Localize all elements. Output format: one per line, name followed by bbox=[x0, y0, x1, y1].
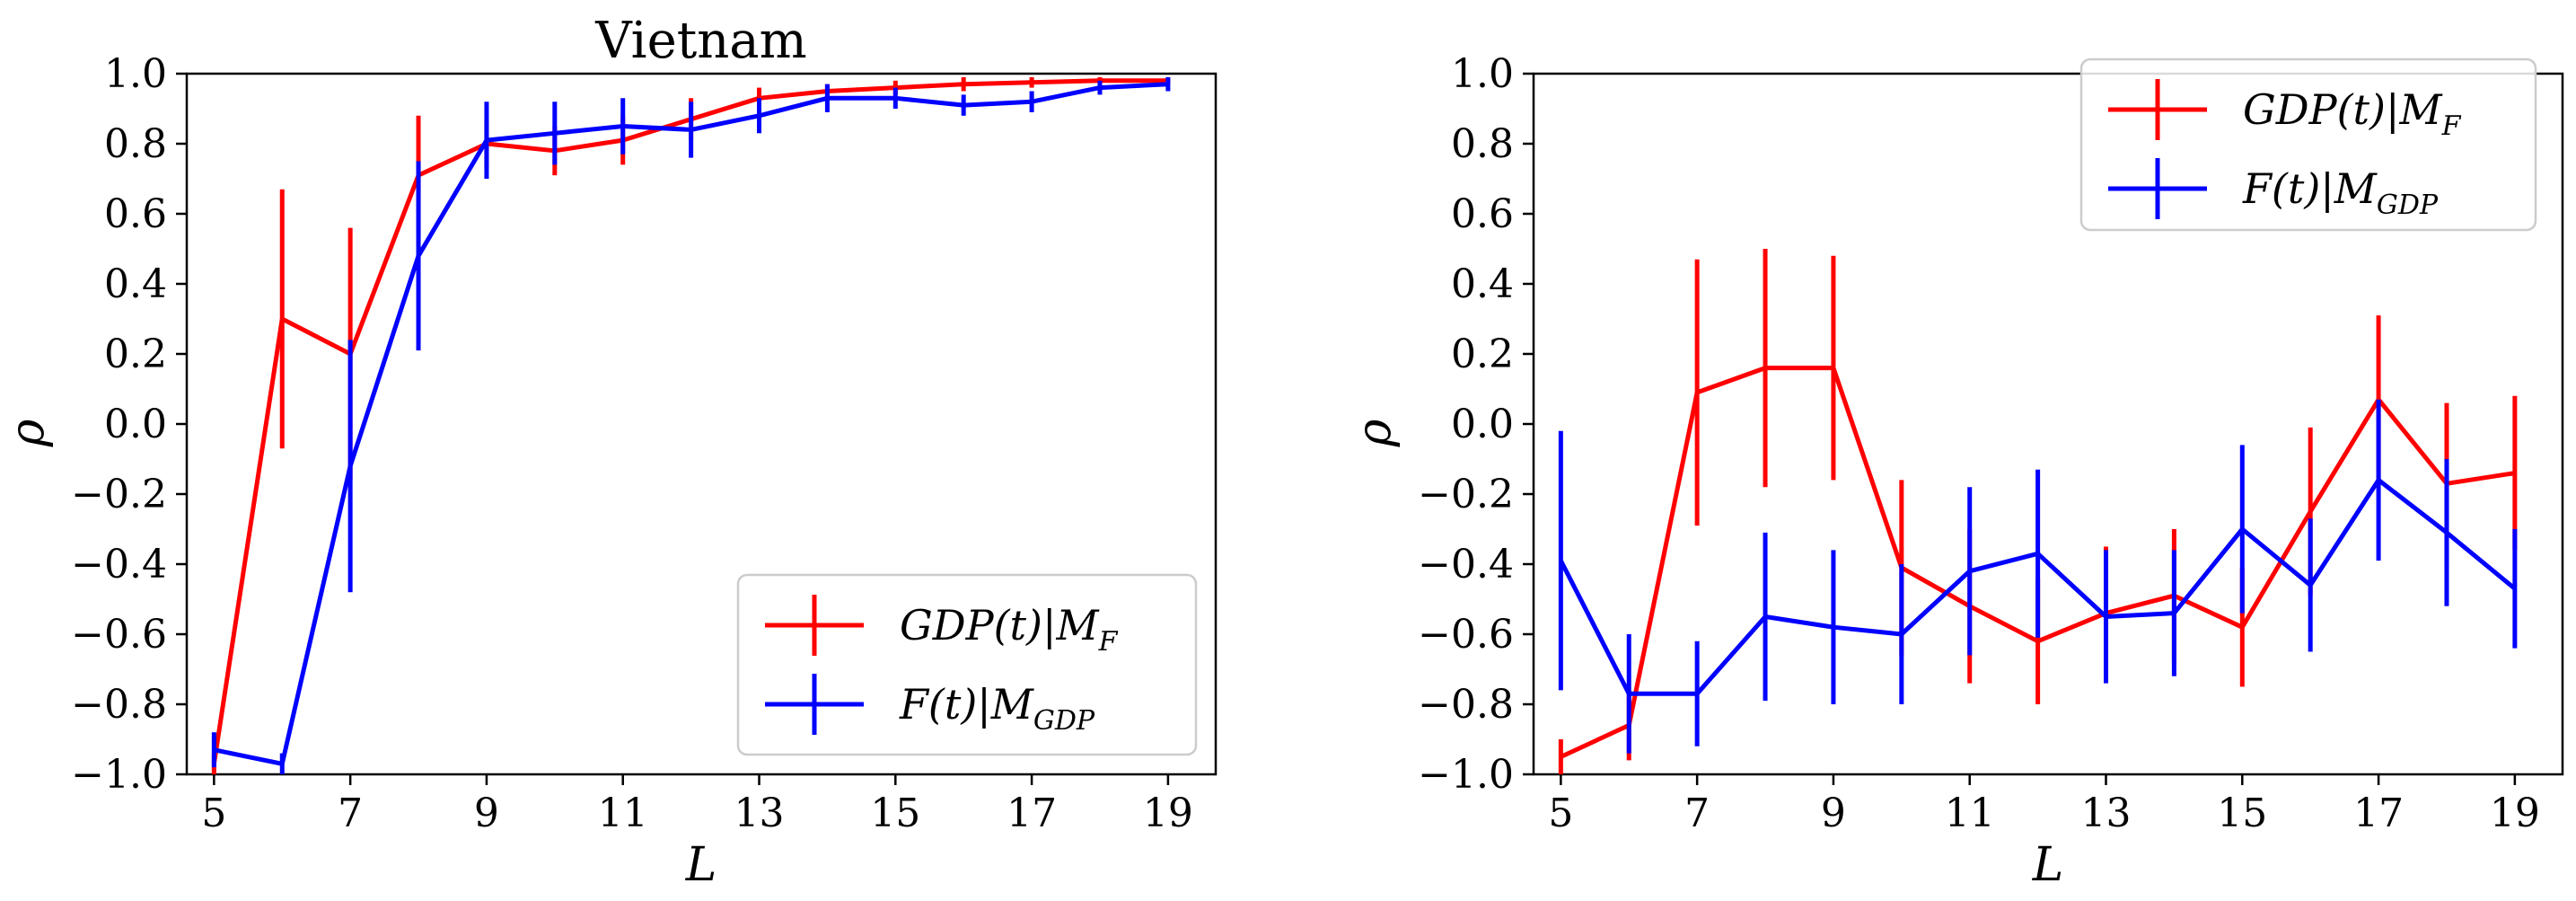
x-tick-label: 19 bbox=[2490, 791, 2540, 836]
x-tick-label: 17 bbox=[1007, 791, 1057, 836]
y-tick-label: −0.6 bbox=[1418, 612, 1514, 658]
legend: GDP(t)|MFF(t)|MGDP bbox=[2079, 57, 2537, 232]
chart-panel-2: 5 7 9 11 13 15 17 19 −1.0 −0.8 −0.6 −0.4 −0.2 0.0 0.2 0… bbox=[1348, 51, 2564, 892]
y-tick-label: 0.2 bbox=[104, 331, 167, 377]
y-tick-label: 1.0 bbox=[104, 51, 167, 97]
legend-entry-main: GDP(t)|M bbox=[900, 601, 1100, 649]
legend-entry-main: GDP(t)|M bbox=[2243, 85, 2443, 134]
legend-entry-label: F(t)|MGDP bbox=[899, 680, 1095, 737]
legend-entry-subscript: GDP bbox=[1033, 705, 1095, 737]
legend-entry-subscript: F bbox=[2441, 110, 2462, 142]
y-tick-label: −0.6 bbox=[71, 612, 167, 658]
legend-entry-label: GDP(t)|MF bbox=[2243, 85, 2462, 142]
x-tick-label: 11 bbox=[1945, 791, 1995, 836]
y-tick-label: −0.2 bbox=[71, 472, 167, 517]
series-gdp bbox=[1558, 399, 2518, 754]
chart-panel-1: 5 7 9 11 13 15 17 19 −1.0 −0.8 −0.6 −0.4 −0.2 0.0 0.2 0… bbox=[1, 12, 1218, 892]
x-axis-label: L bbox=[685, 838, 717, 892]
y-tick-label: −0.8 bbox=[71, 682, 167, 728]
x-tick-label: 11 bbox=[598, 791, 648, 836]
x-tick-label: 19 bbox=[1143, 791, 1193, 836]
y-tick-label: 0.6 bbox=[104, 191, 167, 237]
legend-entry-subscript: GDP bbox=[2377, 190, 2439, 221]
y-tick-label: −1.0 bbox=[1418, 752, 1514, 798]
y-axis-label: ρ bbox=[1, 419, 55, 447]
y-tick-label: 0.0 bbox=[1451, 402, 1514, 447]
x-tick-label: 9 bbox=[474, 791, 499, 836]
x-tick-label: 7 bbox=[1684, 791, 1710, 836]
y-tick-label: −0.2 bbox=[1418, 472, 1514, 517]
x-axis-label: L bbox=[2032, 838, 2064, 892]
legend-entry-main: F(t)|M bbox=[2242, 164, 2378, 213]
y-axis-label: ρ bbox=[1348, 419, 1402, 447]
y-tick-label: 0.6 bbox=[1451, 191, 1514, 237]
y-tick-label: −0.8 bbox=[1418, 682, 1514, 728]
legend-entry-subscript: F bbox=[1098, 626, 1119, 658]
y-tick-label: 0.8 bbox=[104, 121, 167, 167]
y-tick-label: 0.0 bbox=[104, 402, 167, 447]
y-tick-label: −1.0 bbox=[71, 752, 167, 798]
y-tick-label: 0.2 bbox=[1451, 331, 1514, 377]
y-tick-label: 0.8 bbox=[1451, 121, 1514, 167]
x-tick-label: 15 bbox=[2217, 791, 2267, 836]
legend-entry-label: F(t)|MGDP bbox=[2242, 164, 2439, 221]
x-tick-label: 5 bbox=[201, 791, 226, 836]
chart-title: Vietnam bbox=[594, 12, 807, 70]
x-tick-label: 15 bbox=[870, 791, 920, 836]
x-tick-label: 17 bbox=[2353, 791, 2404, 836]
series-gdp bbox=[211, 76, 1171, 774]
y-tick-label: 0.4 bbox=[1451, 261, 1514, 307]
y-tick-label: −0.4 bbox=[71, 542, 167, 587]
legend: GDP(t)|MFF(t)|MGDP bbox=[736, 573, 1198, 756]
x-tick-label: 13 bbox=[734, 791, 785, 836]
x-tick-label: 9 bbox=[1821, 791, 1846, 836]
legend-box bbox=[736, 573, 1198, 756]
y-tick-label: −0.4 bbox=[1418, 542, 1514, 587]
x-tick-label: 13 bbox=[2081, 791, 2132, 836]
x-tick-label: 7 bbox=[338, 791, 363, 836]
legend-entry-main: F(t)|M bbox=[899, 680, 1035, 729]
x-tick-label: 5 bbox=[1548, 791, 1573, 836]
y-tick-label: 1.0 bbox=[1451, 51, 1514, 97]
y-tick-label: 0.4 bbox=[104, 261, 167, 307]
legend-entry-label: GDP(t)|MF bbox=[900, 601, 1119, 658]
